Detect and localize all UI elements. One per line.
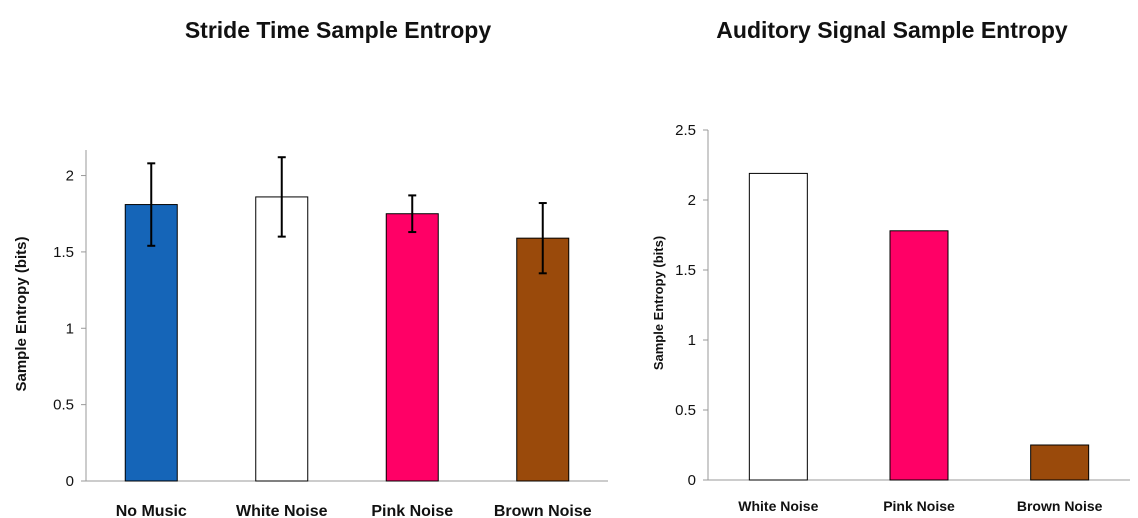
y-axis-label: Sample Entropy (bits): [13, 236, 30, 391]
x-category-label: Pink Noise: [883, 498, 955, 514]
chart-title: Auditory Signal Sample Entropy: [716, 17, 1068, 43]
bar: [889, 230, 949, 481]
y-tick-label: 0.5: [53, 397, 74, 414]
x-category-label: No Music: [116, 503, 187, 518]
bar: [255, 196, 309, 482]
x-category-label: Pink Noise: [371, 503, 453, 518]
y-tick-label: 0: [688, 472, 696, 489]
bar: [1030, 444, 1090, 481]
y-tick-label: 2.5: [675, 122, 696, 139]
y-tick-label: 1.5: [53, 244, 74, 261]
x-category-label: Brown Noise: [494, 503, 592, 518]
chart-title: Stride Time Sample Entropy: [185, 17, 492, 43]
x-category-label: White Noise: [236, 503, 328, 518]
y-tick-label: 0: [66, 473, 74, 490]
y-tick-label: 1.5: [675, 262, 696, 279]
x-category-label: Brown Noise: [1017, 498, 1103, 514]
y-tick-label: 2: [688, 192, 696, 209]
y-tick-label: 1: [688, 332, 696, 349]
bar: [124, 204, 178, 482]
y-tick-label: 2: [66, 168, 74, 185]
x-category-label: White Noise: [738, 498, 818, 514]
bar: [748, 172, 808, 481]
y-tick-label: 1: [66, 320, 74, 337]
auditory-signal-chart: Auditory Signal Sample Entropy Sample En…: [651, 17, 1130, 514]
stride-time-chart: Stride Time Sample Entropy Sample Entrop…: [13, 17, 608, 518]
bar: [385, 213, 439, 482]
y-axis-label: Sample Entropy (bits): [651, 236, 666, 370]
y-tick-label: 0.5: [675, 402, 696, 419]
bar: [516, 237, 570, 482]
